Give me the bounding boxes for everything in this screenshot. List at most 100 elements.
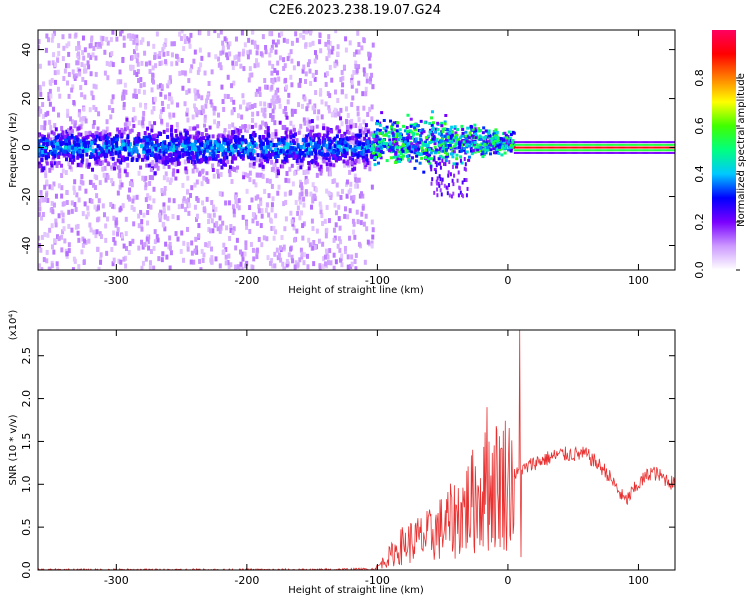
spectrogram-cell <box>158 148 162 153</box>
spectrogram-cell <box>641 151 643 154</box>
spectrogram-cell <box>321 220 325 226</box>
spectrogram-cell <box>295 150 299 155</box>
spectrogram-cell <box>151 72 155 78</box>
spectrogram-cell <box>528 146 530 149</box>
spectrogram-cell <box>203 206 207 212</box>
spectrogram-cell <box>374 152 378 156</box>
spectrogram-cell <box>38 201 41 207</box>
spectrogram-cell <box>326 130 330 135</box>
spectrogram-cell <box>605 143 607 146</box>
spectrogram-cell <box>450 194 453 199</box>
spectrogram-cell <box>567 141 569 144</box>
spectrogram-cell <box>358 153 362 158</box>
spectrogram-cell <box>430 123 434 127</box>
spectrogram-cell <box>196 69 200 75</box>
spectrogram-cell <box>187 159 191 164</box>
spectrogram-cell <box>318 33 322 39</box>
spectrogram-cell <box>528 149 530 152</box>
snr-xtick-label: -200 <box>234 574 259 587</box>
spectrogram-cell <box>48 79 52 85</box>
spectrogram-cell <box>67 93 71 99</box>
spectrogram-cell <box>180 230 184 236</box>
spectrogram-cell <box>56 86 60 92</box>
spectrogram-cell <box>275 247 279 253</box>
spectrogram-cell <box>606 141 608 144</box>
spectrogram-cell <box>224 246 228 252</box>
spectrogram-cell <box>494 128 498 132</box>
spectrogram-cell <box>53 123 57 129</box>
spectrogram-cell <box>84 80 88 86</box>
spectrogram-cell <box>85 214 89 220</box>
spectrogram-cell <box>272 235 276 241</box>
spectrogram-cell <box>158 61 162 67</box>
spectrogram-cell <box>439 188 442 193</box>
spectrogram-cell <box>342 64 346 70</box>
spectrogram-cell <box>332 153 336 158</box>
spectrogram-cell <box>196 133 200 138</box>
spectrogram-cell <box>248 177 252 183</box>
spectrogram-cell <box>477 149 481 153</box>
spectrogram-cell <box>632 143 635 146</box>
spectrogram-cell <box>282 57 286 63</box>
spectrogram-cell <box>182 46 186 52</box>
spectrogram-cell <box>569 146 571 149</box>
spectrogram-cell <box>171 171 175 177</box>
spectrogram-cell <box>572 141 574 144</box>
spectrogram-cell <box>249 134 253 139</box>
spectrogram-cell <box>593 151 595 154</box>
spectrogram-cell <box>444 113 448 117</box>
spectrogram-cell <box>305 253 309 259</box>
spectrogram-cell <box>209 141 213 146</box>
spectrogram-cell <box>107 105 111 111</box>
spectrogram-cell <box>176 161 180 166</box>
spectrogram-cell <box>111 62 115 68</box>
spectrogram-cell <box>477 129 481 133</box>
spectrogram-cell <box>196 89 200 95</box>
spectrogram-cell <box>424 136 428 140</box>
spectrogram-cell <box>509 133 513 137</box>
spectrogram-cell <box>329 162 333 167</box>
spectrogram-cell <box>603 151 605 154</box>
spectrogram-cell <box>222 106 226 112</box>
spectrogram-cell <box>246 125 250 131</box>
spectrogram-cell <box>427 159 431 163</box>
spectrogram-cell <box>217 62 221 68</box>
spectrogram-cell <box>638 146 640 149</box>
spectrogram-cell <box>213 119 217 125</box>
spectrogram-cell <box>420 141 424 145</box>
spectrogram-cell <box>370 243 374 249</box>
spectrogram-cell <box>283 191 287 197</box>
spectrogram-cell <box>456 178 459 183</box>
spectrogram-cell <box>382 126 386 130</box>
spectrogram-cell <box>590 149 592 152</box>
spectrogram-cell <box>576 151 578 154</box>
spectrogram-cell <box>585 141 588 144</box>
spectrogram-cell <box>210 69 214 75</box>
spectrogram-cell <box>107 149 111 154</box>
spectrogram-cell <box>212 204 216 210</box>
spectrogram-cell <box>79 154 83 159</box>
spectrogram-cell <box>366 239 370 245</box>
spectrogram-cell <box>67 127 71 132</box>
spectrogram-cell <box>336 147 340 152</box>
spectrogram-cell <box>78 71 82 77</box>
spectrogram-cell <box>290 111 294 117</box>
spectrogram-cell <box>50 185 54 191</box>
spectrogram-cell <box>602 149 604 152</box>
spectrogram-cell <box>570 149 572 152</box>
spectrogram-cell <box>274 133 278 139</box>
spectrogram-cell <box>299 32 303 38</box>
spectrogram-cell <box>534 146 536 149</box>
spectrogram-cell <box>388 148 392 152</box>
spectrogram-cell <box>302 196 306 202</box>
spectrogram-cell <box>631 149 634 152</box>
spectrogram-cell <box>38 152 41 157</box>
spectrogram-cell <box>464 143 468 147</box>
spectrogram-cell <box>643 143 645 146</box>
spectrogram-cell <box>481 131 485 135</box>
spectrogram-cell <box>54 218 58 224</box>
spectrogram-cell <box>617 151 619 154</box>
spectrogram-cell <box>657 143 660 146</box>
spectrogram-cell <box>445 152 449 156</box>
spectrogram-cell <box>255 247 259 253</box>
